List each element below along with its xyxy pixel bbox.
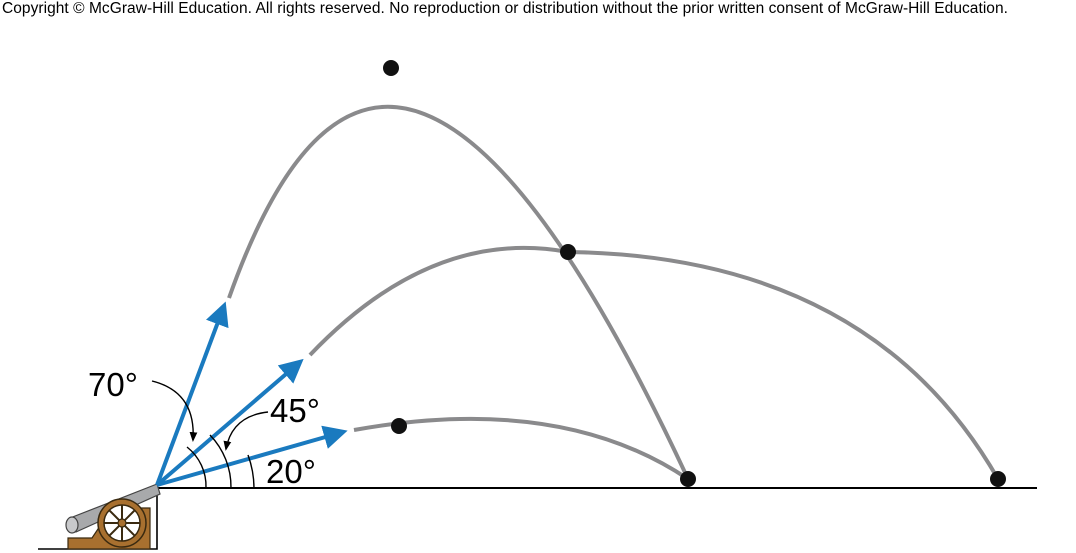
cannon-icon xyxy=(65,483,161,550)
trajectory-70 xyxy=(227,104,690,480)
trajectory-45 xyxy=(308,245,1000,480)
callout-arrow-45 xyxy=(223,411,269,451)
apex-point-70 xyxy=(383,60,399,76)
angle-arc-70 xyxy=(186,446,207,489)
trajectory-20 xyxy=(353,416,690,481)
landing-point-45 xyxy=(990,471,1006,487)
velocity-arrow-20 xyxy=(156,425,348,487)
landing-point-70-20 xyxy=(680,471,696,487)
angle-label-70: 70° xyxy=(88,366,138,403)
velocity-arrow-70 xyxy=(155,301,229,486)
copyright-notice: Copyright © McGraw-Hill Education. All r… xyxy=(2,0,1009,17)
angle-label-45: 45° xyxy=(270,392,320,429)
angle-arc-20 xyxy=(247,454,255,489)
velocity-arrow-45 xyxy=(155,358,304,487)
angle-label-20: 20° xyxy=(266,453,316,490)
apex-point-20 xyxy=(391,418,407,434)
angle-arc-45 xyxy=(209,434,232,489)
apex-point-45 xyxy=(560,244,576,260)
callout-arrow-70 xyxy=(151,380,198,442)
